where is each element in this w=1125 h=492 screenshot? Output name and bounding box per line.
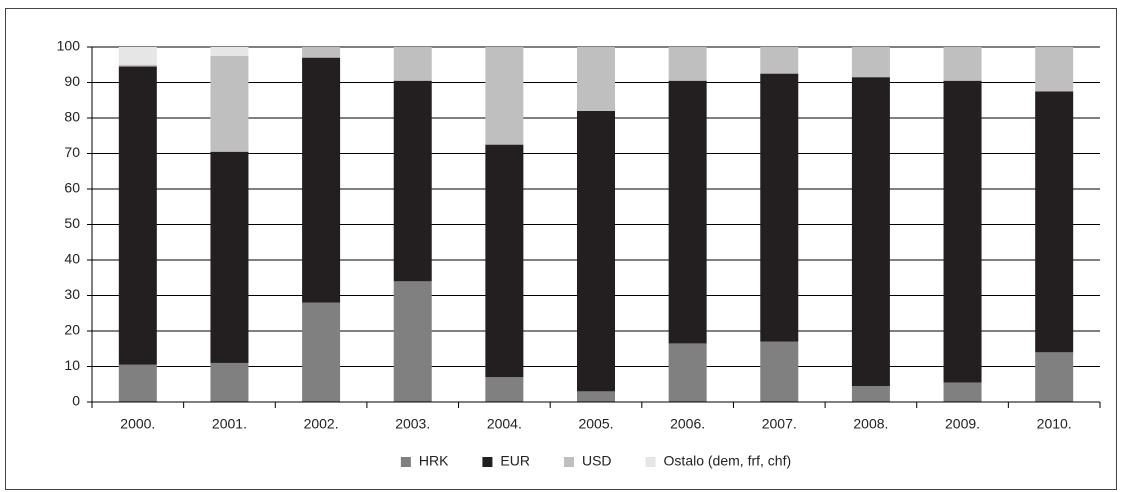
bar-segment [118, 66, 157, 365]
x-tick-label: 2001. [212, 416, 247, 432]
bar-segment [668, 80, 707, 344]
bar-segment [393, 281, 432, 402]
bar-segment [302, 302, 341, 402]
bar-segment [485, 377, 524, 402]
x-tick-label: 2006. [670, 416, 705, 432]
legend: HRK EUR USD Ostalo (dem, frf, chf) [400, 453, 792, 469]
x-tick-label: 2008. [853, 416, 888, 432]
x-tick-label: 2010. [1037, 416, 1072, 432]
bar-segment [210, 47, 249, 56]
bar-segment [485, 144, 524, 378]
bar-segment [210, 151, 249, 363]
bar-segment [577, 110, 615, 392]
legend-swatch [482, 457, 493, 467]
bar-segment [485, 47, 524, 145]
bar-segment [1035, 47, 1074, 92]
y-tick-label: 60 [64, 180, 80, 196]
y-tick-label: 70 [64, 144, 80, 160]
chart-frame [5, 8, 1117, 490]
bar-segment [943, 382, 982, 402]
bar-segment [668, 47, 707, 81]
bar-segment [851, 47, 890, 78]
y-tick-label: 10 [64, 357, 80, 373]
bar-segment [118, 47, 157, 65]
x-tick-label: 2003. [395, 416, 430, 432]
bar-segment [760, 73, 799, 342]
x-tick-label: 2007. [762, 416, 797, 432]
bar-segment [943, 47, 982, 81]
bar-segment [577, 47, 615, 111]
bar-segment [302, 57, 341, 303]
bar-segment [1035, 352, 1074, 402]
legend-swatch [563, 457, 574, 467]
bar-segment [851, 386, 890, 402]
bar-segment [851, 77, 890, 387]
x-tick-label: 2000. [120, 416, 155, 432]
y-tick-label: 50 [64, 215, 80, 231]
bar-segment [393, 80, 432, 282]
y-tick-label: 80 [64, 109, 80, 125]
bar-segment [1035, 91, 1074, 353]
bar-segment [668, 343, 707, 402]
x-tick-label: 2005. [578, 416, 613, 432]
bar-segment [760, 47, 799, 74]
x-tick-label: 2002. [304, 416, 339, 432]
y-tick-label: 0 [72, 393, 80, 409]
y-tick-label: 40 [64, 251, 80, 267]
legend-label: Ostalo (dem, frf, chf) [664, 453, 792, 469]
bar-segment [118, 364, 157, 402]
bar-segment [210, 362, 249, 402]
legend-swatch [400, 457, 411, 467]
legend-label: HRK [419, 453, 449, 469]
legend-label: USD [582, 453, 612, 469]
y-tick-label: 20 [64, 322, 80, 338]
y-tick-label: 100 [57, 38, 81, 54]
bar-segment [760, 341, 799, 402]
bar-segment [210, 55, 249, 152]
bar-segment [393, 47, 432, 81]
legend-label: EUR [500, 453, 530, 469]
bar-segment [577, 391, 615, 402]
y-tick-label: 30 [64, 286, 80, 302]
x-tick-label: 2009. [945, 416, 980, 432]
legend-swatch [645, 457, 656, 467]
bar-segment [943, 80, 982, 383]
x-tick-label: 2004. [487, 416, 522, 432]
y-tick-label: 90 [64, 73, 80, 89]
bar-segment [118, 64, 157, 67]
bar-segment [302, 47, 341, 58]
